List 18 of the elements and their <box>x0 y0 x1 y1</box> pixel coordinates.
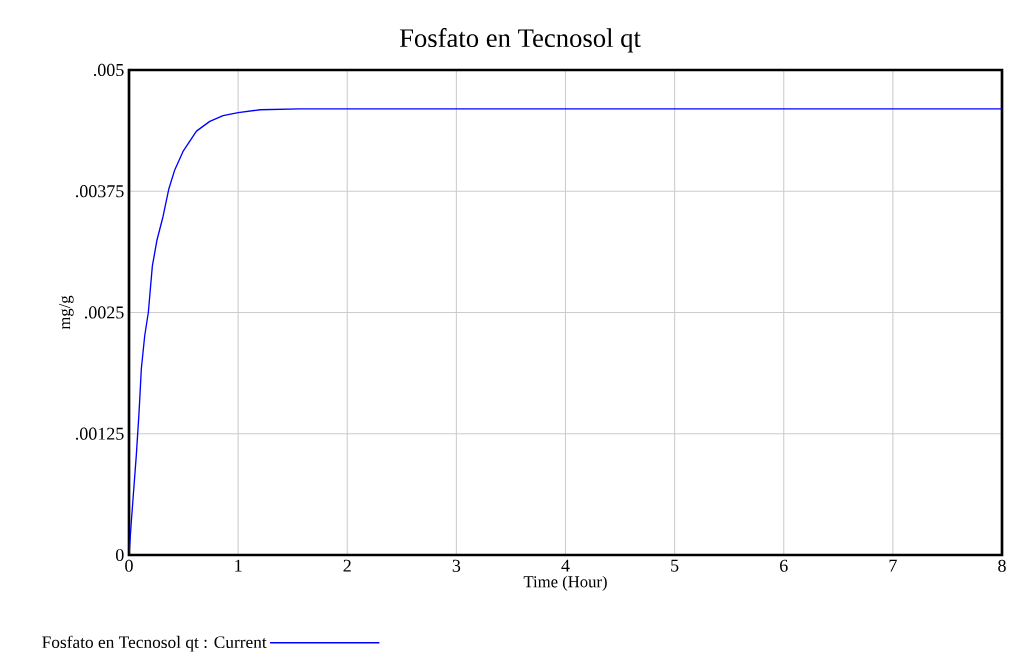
chart-title: Fosfato en Tecnosol qt <box>399 28 641 53</box>
y-tick-label: .0025 <box>84 306 124 319</box>
x-tick-label: 0 <box>125 559 133 572</box>
x-tick-label: 6 <box>780 559 788 572</box>
x-tick-label: 8 <box>998 559 1006 572</box>
x-tick-label: 2 <box>343 559 351 572</box>
x-tick-label: 1 <box>235 559 242 572</box>
x-axis-title: Time (Hour) <box>523 575 607 591</box>
x-tick-label: 5 <box>671 559 679 572</box>
y-tick-label: .00125 <box>75 427 124 440</box>
y-tick-label: .005 <box>93 63 124 77</box>
y-tick-label: 0 <box>115 548 124 562</box>
y-axis-title: mg/g <box>59 295 74 330</box>
x-tick-label: 3 <box>452 559 461 572</box>
x-tick-label: 4 <box>561 559 570 572</box>
text: Fosfato en Tecnosol qt : Current <box>42 635 267 652</box>
y-tick-label: .00375 <box>75 185 124 198</box>
x-tick-label: 7 <box>889 559 897 572</box>
